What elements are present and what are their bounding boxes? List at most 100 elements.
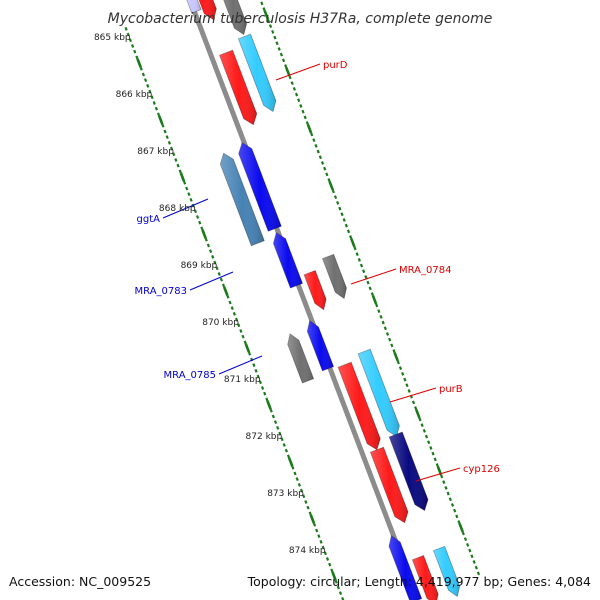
- tick-label: 865 kbp: [94, 33, 131, 43]
- minor-tick: [304, 500, 308, 504]
- minor-tick: [193, 209, 197, 214]
- tick-marks-layer: [124, 1, 481, 600]
- major-tick: [263, 10, 270, 20]
- minor-tick: [474, 565, 478, 570]
- minor-tick: [266, 18, 270, 23]
- minor-tick: [398, 366, 403, 371]
- minor-tick: [195, 215, 200, 219]
- minor-tick: [265, 397, 269, 402]
- major-tick: [306, 124, 313, 134]
- minor-tick: [128, 38, 133, 43]
- minor-tick: [167, 140, 172, 145]
- minor-tick: [321, 545, 325, 550]
- minor-tick: [219, 277, 223, 282]
- minor-tick: [359, 263, 364, 268]
- minor-tick: [316, 149, 320, 154]
- minor-tick: [379, 314, 383, 319]
- text-layer: 865 kbp 866 kbp 867 kbp 868 kbp 869 kbp 870 k…: [94, 33, 500, 556]
- label-leader-line: [218, 355, 263, 375]
- minor-tick: [392, 349, 396, 353]
- major-tick: [179, 172, 186, 182]
- minor-tick: [427, 440, 431, 445]
- minor-tick: [328, 562, 332, 567]
- gene-arrow-reverse: [238, 142, 282, 232]
- minor-tick: [254, 368, 258, 373]
- minor-tick: [435, 463, 439, 467]
- minor-tick: [370, 292, 374, 296]
- minor-tick: [442, 480, 446, 485]
- minor-tick: [457, 520, 461, 524]
- minor-tick: [314, 143, 318, 148]
- minor-tick: [269, 408, 273, 413]
- minor-tick: [273, 35, 277, 40]
- major-tick: [244, 343, 251, 353]
- minor-tick: [284, 64, 288, 68]
- minor-tick: [294, 92, 299, 97]
- gene-label: purD: [323, 60, 348, 71]
- minor-tick: [401, 371, 405, 376]
- tick-label: 871 kbp: [224, 375, 261, 385]
- gene-arrow-forward: [432, 545, 461, 598]
- minor-tick: [291, 465, 295, 470]
- minor-tick: [268, 24, 273, 29]
- major-tick: [136, 58, 142, 68]
- minor-tick: [215, 266, 219, 271]
- tick-label: 868 kbp: [159, 204, 196, 214]
- gene-arrow-reverse: [287, 333, 315, 384]
- minor-tick: [450, 503, 455, 507]
- minor-tick: [422, 428, 426, 433]
- minor-tick: [211, 254, 215, 259]
- major-tick: [287, 457, 294, 467]
- major-tick: [458, 523, 464, 533]
- minor-tick: [239, 329, 243, 333]
- label-leader-line: [389, 387, 437, 403]
- minor-tick: [315, 528, 319, 533]
- accession-text: Accession: NC_009525: [9, 574, 151, 589]
- minor-tick: [139, 66, 143, 71]
- minor-tick: [312, 138, 316, 143]
- major-tick: [415, 409, 421, 419]
- minor-tick: [189, 197, 193, 202]
- minor-tick: [286, 454, 291, 459]
- gene-arrow-reverse: [306, 320, 335, 372]
- minor-tick: [327, 178, 331, 182]
- minor-tick: [463, 537, 468, 542]
- minor-tick: [366, 280, 370, 285]
- minor-tick: [163, 129, 167, 134]
- minor-tick: [411, 400, 416, 405]
- minor-tick: [407, 389, 411, 393]
- genome-backbone: [187, 0, 421, 600]
- gene-label: cyp126: [463, 464, 500, 475]
- minor-tick: [133, 49, 137, 54]
- minor-tick: [455, 514, 459, 519]
- minor-tick: [385, 332, 390, 336]
- minor-tick: [336, 200, 340, 205]
- backbone-layer: [187, 0, 421, 600]
- minor-tick: [263, 391, 267, 396]
- minor-tick: [418, 417, 422, 422]
- minor-tick: [273, 420, 278, 425]
- tick-label: 866 kbp: [116, 90, 153, 100]
- label-leader-line: [162, 198, 209, 219]
- minor-tick: [476, 571, 481, 576]
- minor-tick: [320, 161, 325, 165]
- minor-tick: [154, 106, 159, 111]
- minor-tick: [303, 115, 307, 120]
- minor-tick: [241, 334, 245, 339]
- minor-tick: [243, 340, 247, 345]
- minor-tick: [156, 112, 161, 117]
- minor-tick: [297, 98, 301, 103]
- minor-tick: [124, 26, 128, 31]
- minor-tick: [344, 223, 348, 228]
- minor-tick: [414, 406, 418, 410]
- minor-tick: [148, 89, 152, 94]
- minor-tick: [200, 226, 204, 231]
- minor-tick: [152, 101, 156, 105]
- gene-label: purB: [439, 384, 463, 395]
- minor-tick: [396, 360, 400, 365]
- minor-tick: [338, 591, 343, 596]
- major-tick: [309, 514, 316, 524]
- minor-tick: [135, 55, 139, 60]
- gene-arrow-reverse: [272, 232, 304, 289]
